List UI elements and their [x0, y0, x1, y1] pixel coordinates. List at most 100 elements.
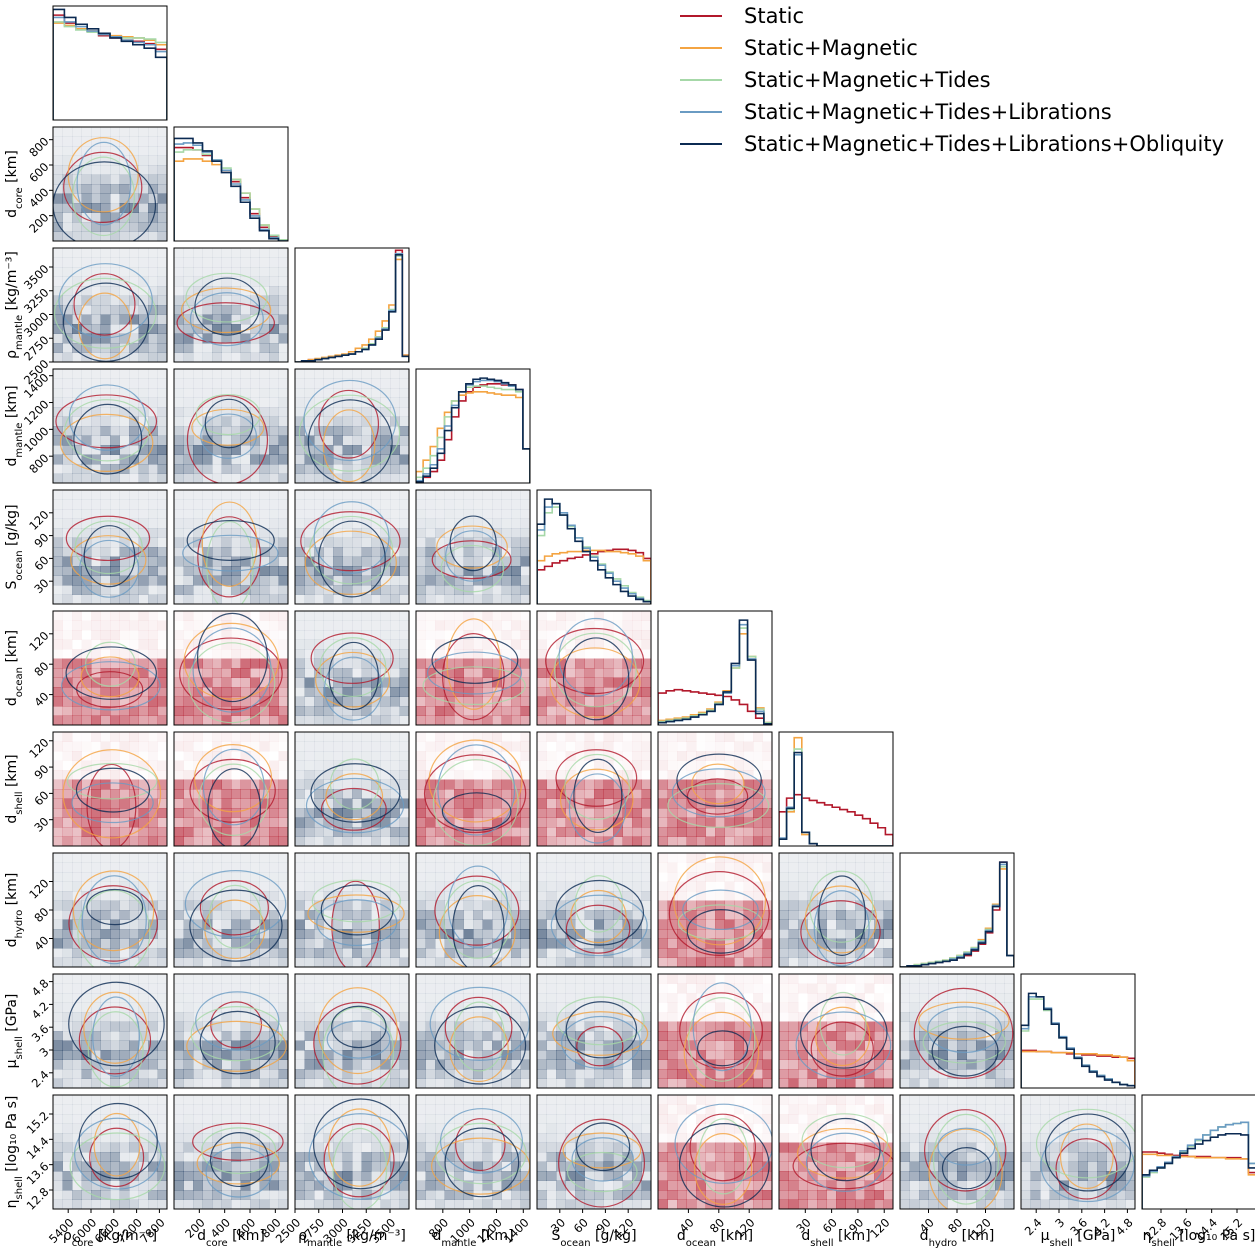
ytick-label-d_core: 400 — [26, 185, 51, 210]
contour-eta_shell-vs-d_hydro-series-1 — [928, 1128, 1003, 1209]
contour-S_ocean-vs-rho_mantle-series-0 — [300, 511, 401, 572]
contour-eta_shell-vs-mu_shell-series-3 — [1040, 1128, 1135, 1203]
contour-eta_shell-vs-d_shell-series-0 — [792, 1142, 893, 1190]
ytick-label-d_ocean: 120 — [26, 628, 51, 653]
joint-panel-d_hydro-vs-rho_mantle — [294, 852, 410, 968]
contour-d_mantle-vs-d_core-series-0 — [186, 394, 269, 483]
contour-rho_mantle-vs-rho_core-series-3 — [58, 263, 153, 339]
contour-S_ocean-vs-d_mantle-series-3 — [445, 530, 501, 582]
ytick-label-d_ocean: 80 — [31, 659, 51, 679]
joint-panel-d_shell-vs-S_ocean — [536, 731, 652, 847]
contour-S_ocean-vs-rho_core-series-1 — [70, 535, 147, 585]
ytick-label-S_ocean: 60 — [31, 553, 51, 573]
contour-mu_shell-vs-d_ocean-series-2 — [688, 997, 756, 1082]
density-S_ocean-vs-d_mantle — [416, 490, 530, 604]
contour-eta_shell-vs-rho_mantle-series-1 — [328, 1108, 391, 1187]
contour-d_ocean-vs-S_ocean-series-0 — [545, 627, 645, 695]
contour-d_shell-vs-d_core-series-3 — [202, 748, 265, 826]
marginal-panel-rho_core — [52, 5, 168, 121]
contour-d_mantle-vs-rho_mantle-series-4 — [307, 399, 393, 483]
contour-eta_shell-vs-rho_mantle-series-4 — [312, 1098, 409, 1190]
panel-frame — [173, 852, 289, 968]
ytick-label-mu_shell: 3.6 — [29, 1022, 52, 1045]
legend-label-static: Static — [744, 4, 805, 28]
marginal-hist-eta_shell-series-2 — [1142, 1121, 1255, 1209]
contour-eta_shell-vs-d_core-series-4 — [209, 1132, 269, 1188]
contour-d_ocean-vs-rho_core-series-1 — [80, 656, 140, 698]
ytick-label-rho_mantle: 2750 — [21, 333, 52, 364]
marginal-hist-d_hydro-series-4 — [900, 861, 1014, 967]
legend-item-obliquity: Static+Magnetic+Tides+Librations+Obliqui… — [680, 128, 1224, 160]
marginal-hist-d_hydro-series-1 — [900, 868, 1014, 967]
marginal-hist-d_shell-series-0 — [779, 793, 893, 846]
ytick-label-eta_shell: 13.6 — [24, 1159, 52, 1187]
contour-d_shell-vs-rho_core-series-0 — [86, 763, 137, 846]
density-rho_mantle-vs-d_core — [174, 248, 288, 362]
joint-panel-mu_shell-vs-d_hydro — [899, 973, 1015, 1089]
contour-d_shell-vs-rho_mantle-series-0 — [320, 787, 387, 831]
xaxis-label-eta_shell: ηshell [log₁₀ Pa s] — [1143, 1228, 1255, 1249]
contour-mu_shell-vs-d_shell-series-1 — [815, 1006, 871, 1067]
panel-frame — [415, 852, 531, 968]
contour-d_mantle-vs-rho_core-series-2 — [64, 399, 150, 462]
xtick-label-mu_shell: 3 — [1052, 1215, 1067, 1230]
density-d_hydro-vs-S_ocean — [537, 853, 651, 967]
contour-S_ocean-vs-rho_mantle-series-1 — [304, 530, 397, 595]
marginal-hist-eta_shell-series-0 — [1142, 1151, 1255, 1209]
contour-eta_shell-vs-S_ocean-series-1 — [562, 1132, 642, 1169]
contour-eta_shell-vs-rho_core-series-4 — [78, 1102, 158, 1180]
joint-panel-rho_mantle-vs-d_core — [173, 247, 289, 363]
contour-rho_mantle-vs-d_core-series-3 — [189, 292, 264, 347]
density-d_hydro-vs-d_shell — [779, 853, 893, 967]
contour-d_shell-vs-d_mantle-series-4 — [441, 792, 512, 831]
contour-eta_shell-vs-rho_mantle-series-0 — [323, 1123, 395, 1198]
marginal-hist-eta_shell-series-1 — [1142, 1153, 1255, 1209]
joint-panel-d_hydro-vs-d_core — [173, 852, 289, 968]
marginal-hist-d_core-series-2 — [174, 149, 288, 241]
density-eta_shell-vs-rho_mantle — [295, 1095, 409, 1209]
density-d_ocean-vs-rho_core — [53, 611, 167, 725]
contour-mu_shell-vs-d_mantle-series-4 — [434, 1006, 527, 1085]
contour-mu_shell-vs-d_ocean-series-0 — [679, 992, 763, 1069]
contour-S_ocean-vs-rho_mantle-series-3 — [313, 501, 390, 574]
ytick-label-mu_shell: 3 — [37, 1045, 52, 1060]
joint-panel-S_ocean-vs-d_core — [173, 489, 289, 605]
marginal-hist-rho_mantle-series-4 — [295, 254, 409, 362]
contour-d_mantle-vs-rho_mantle-series-0 — [318, 389, 380, 459]
joint-panel-S_ocean-vs-d_mantle — [415, 489, 531, 605]
contour-S_ocean-vs-d_core-series-4 — [186, 519, 275, 562]
contour-d_mantle-vs-rho_core-series-4 — [73, 403, 143, 475]
contour-d_shell-vs-d_mantle-series-3 — [437, 744, 516, 836]
contour-eta_shell-vs-d_hydro-series-4 — [941, 1147, 992, 1190]
density-mu_shell-vs-S_ocean — [537, 974, 651, 1088]
joint-panel-mu_shell-vs-d_mantle — [415, 973, 531, 1089]
panel-frame — [294, 973, 410, 1089]
marginal-panel-d_shell — [778, 731, 894, 847]
contour-d_hydro-vs-d_shell-series-2 — [809, 870, 874, 943]
contour-mu_shell-vs-rho_core-series-0 — [78, 1006, 152, 1075]
marginal-hist-S_ocean-series-2 — [537, 506, 651, 604]
panel-frame — [52, 247, 168, 363]
contour-S_ocean-vs-d_mantle-series-1 — [436, 525, 508, 569]
contour-d_hydro-vs-rho_core-series-0 — [68, 885, 158, 962]
legend-item-magnetic: Static+Magnetic — [680, 32, 1224, 64]
marginal-hist-rho_mantle-series-3 — [295, 252, 409, 362]
contour-d_hydro-vs-d_ocean-series-4 — [686, 908, 755, 954]
contour-eta_shell-vs-d_mantle-series-2 — [435, 1122, 527, 1185]
panel-frame — [173, 610, 289, 726]
contour-d_hydro-vs-d_core-series-1 — [204, 899, 266, 960]
contour-mu_shell-vs-d_shell-series-4 — [800, 996, 888, 1069]
marginal-hist-d_mantle-series-1 — [416, 391, 530, 483]
density-eta_shell-vs-mu_shell — [1021, 1095, 1135, 1209]
contour-eta_shell-vs-d_ocean-series-1 — [694, 1133, 753, 1205]
joint-panel-d_hydro-vs-S_ocean — [536, 852, 652, 968]
legend-label-librations: Static+Magnetic+Tides+Librations — [744, 100, 1112, 124]
contour-mu_shell-vs-S_ocean-series-0 — [576, 1025, 624, 1067]
contour-d_hydro-vs-d_shell-series-1 — [804, 885, 878, 954]
contour-d_shell-vs-d_core-series-2 — [198, 763, 269, 836]
panel-frame — [415, 731, 531, 847]
